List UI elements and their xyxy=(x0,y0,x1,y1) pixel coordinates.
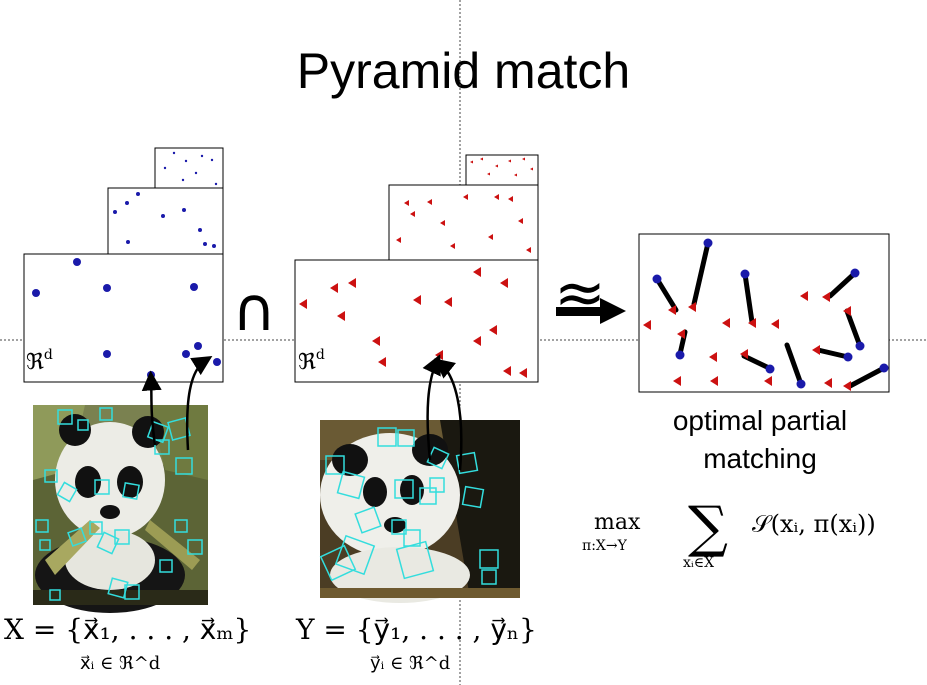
objective-sum-sign: ∑ xyxy=(688,495,728,560)
matching-caption: optimal partial matching xyxy=(640,402,880,478)
slide-title: Pyramid match xyxy=(296,43,631,99)
feature-boxes-x xyxy=(35,407,203,601)
objective-sum-subscript: xᵢ∈X xyxy=(683,555,715,571)
caption-line-2: matching xyxy=(703,443,817,474)
feature-boxes-y xyxy=(319,427,499,585)
matching-y-points xyxy=(643,291,851,391)
objective-max: max xyxy=(594,510,640,535)
approx-symbol: ≊ xyxy=(554,262,606,335)
intersection-symbol: ∩ xyxy=(232,275,276,345)
set-x-formula: X = {x⃗₁, . . . , x⃗ₘ} xyxy=(4,613,252,646)
set-y-membership: y⃗ᵢ ∈ ℜ^d xyxy=(370,653,451,674)
match-lines xyxy=(654,240,887,389)
pyramid-y-level-top xyxy=(465,154,539,186)
pyramid-x: ℜd xyxy=(23,147,224,383)
pyramid-y: ℜd xyxy=(294,154,539,383)
pyramid-y-points xyxy=(299,157,533,378)
objective-max-operator: max xyxy=(594,510,641,535)
pyramid-y-level-middle xyxy=(388,184,539,261)
pyramid-x-points xyxy=(32,151,221,379)
set-x-membership: x⃗ᵢ ∈ ℜ^d xyxy=(80,653,161,674)
caption-line-1: optimal partial xyxy=(672,405,848,436)
objective-body: 𝒮(xᵢ, π(xᵢ)) xyxy=(752,510,876,538)
matching-x-points xyxy=(652,238,889,389)
panda-image-x xyxy=(33,405,208,613)
pyramid-x-level-bottom xyxy=(23,253,224,383)
pyramid-y-level-bottom xyxy=(294,259,539,383)
panda-image-y xyxy=(319,420,520,603)
objective-max-subscript: π:X→Y xyxy=(582,538,627,554)
set-y-formula: Y = {y⃗₁, . . . , y⃗ₙ} xyxy=(296,613,537,646)
matching-panel xyxy=(638,233,890,393)
pyramid-x-level-top xyxy=(154,147,224,189)
approx-arrow xyxy=(556,298,626,324)
image-to-point-arrows xyxy=(141,354,463,471)
